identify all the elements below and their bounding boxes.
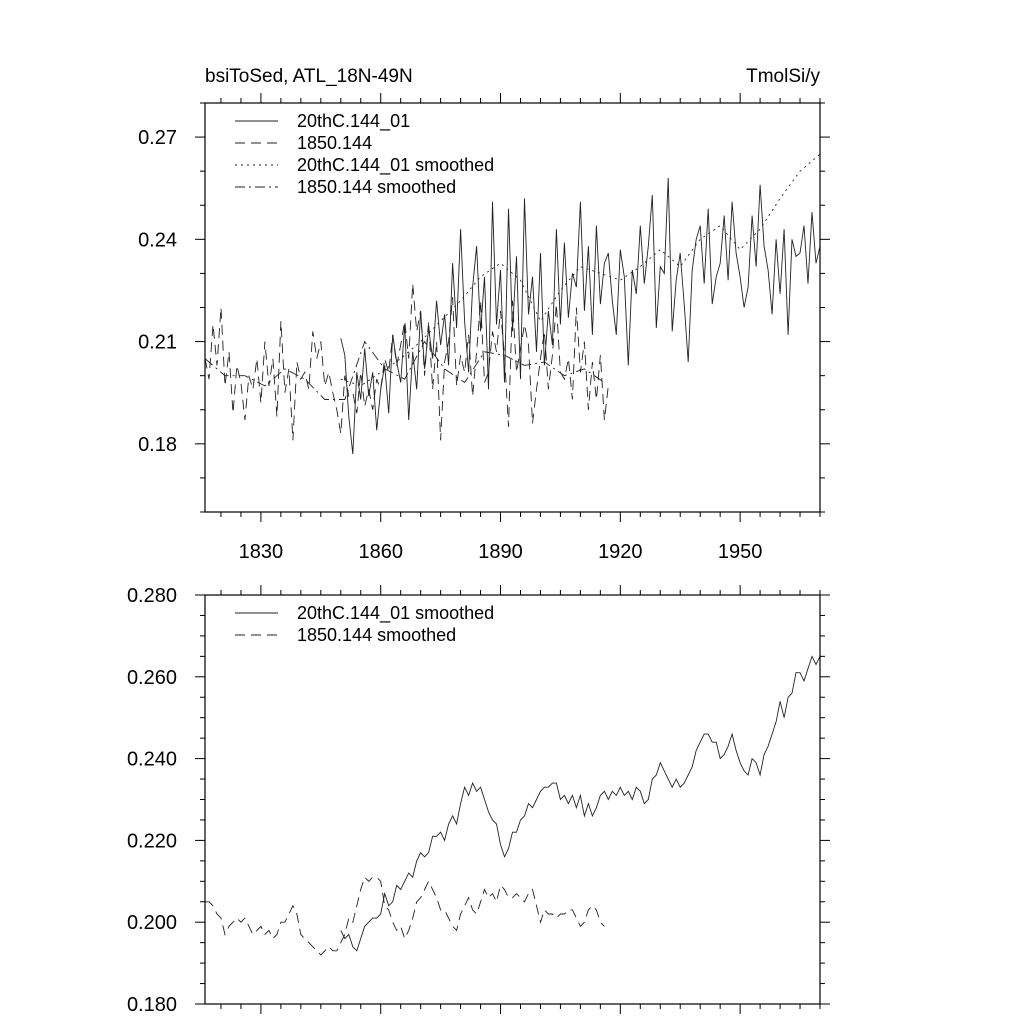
y-tick-label: 0.21: [138, 332, 177, 354]
top-chart-series: [204, 153, 821, 455]
series-line-1850-144: [204, 283, 609, 441]
y-tick-label: 0.27: [138, 127, 177, 149]
series-line-1850-144-smoothed: [205, 876, 605, 956]
x-tick-label: 1890: [478, 541, 523, 563]
y-tick-label: 0.260: [127, 667, 177, 689]
top-chart-frame: [204, 102, 821, 513]
top-chart-units: TmolSi/y: [746, 66, 820, 87]
bottom-chart-panel: 0.180 0.200 0.220 0.240 0.260 0.280 20thC.144…: [127, 585, 830, 1016]
x-tick-label: 1830: [239, 541, 284, 563]
legend-label: 20thC.144_01 smoothed: [297, 603, 494, 624]
y-tick-label: 0.240: [127, 749, 177, 771]
legend-label: 20thC.144_01 smoothed: [297, 155, 494, 176]
bottom-chart-frame: [204, 594, 821, 1005]
series-line-20thc-144-01: [340, 177, 821, 455]
y-tick-label: 0.18: [138, 434, 177, 456]
legend-label: 20thC.144_01: [297, 111, 410, 132]
y-tick-label: 0.220: [127, 830, 177, 852]
series-line-20thc-144-01-smoothed: [340, 655, 821, 952]
top-chart-title: bsiToSed, ATL_18N-49N: [205, 66, 413, 87]
y-tick-label: 0.280: [127, 585, 177, 607]
y-tick-label: 0.24: [138, 229, 177, 251]
x-tick-label: 1950: [718, 541, 763, 563]
series-line-1850-144-smoothed: [204, 340, 605, 400]
x-tick-label: 1860: [358, 541, 403, 563]
top-chart-axes: 1830 1860 1890 1920 1950 0.18 0.21 0.24 0.27: [138, 93, 830, 563]
legend-label: 1850.144 smoothed: [297, 625, 456, 645]
x-tick-label: 1920: [598, 541, 643, 563]
y-tick-label: 0.200: [127, 912, 177, 934]
top-chart-panel: bsiToSed, ATL_18N-49N TmolSi/y 1830 1860 1…: [138, 66, 830, 563]
legend-label: 1850.144: [297, 133, 372, 153]
bottom-chart-axes: 0.180 0.200 0.220 0.240 0.260 0.280: [127, 585, 830, 1016]
legend-label: 1850.144 smoothed: [297, 177, 456, 197]
y-tick-label: 0.180: [127, 994, 177, 1016]
bottom-chart-series: [205, 655, 821, 956]
